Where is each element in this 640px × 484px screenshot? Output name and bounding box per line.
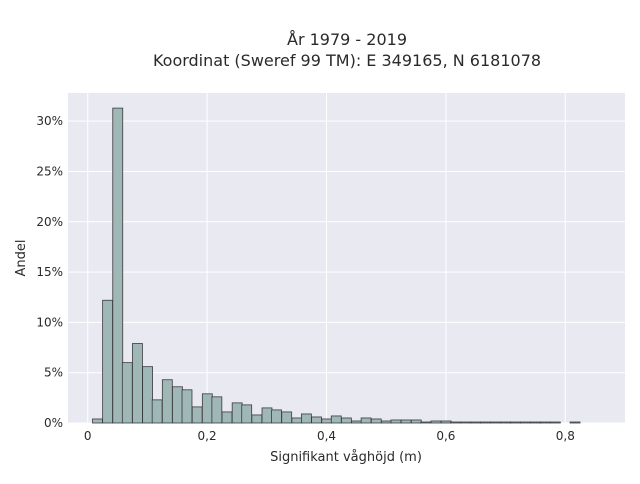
histogram-bar — [261, 407, 273, 424]
histogram-bar — [301, 413, 312, 424]
x-tick-label: 0,8 — [556, 429, 575, 443]
histogram-bar — [142, 366, 153, 424]
histogram-bar — [281, 411, 293, 424]
chart-title-line-1: År 1979 - 2019 — [287, 30, 407, 49]
y-tick-label: 0% — [44, 416, 63, 430]
histogram-bar — [460, 421, 472, 424]
histogram-bar — [520, 421, 531, 424]
x-axis-title: Signifikant våghöjd (m) — [270, 450, 422, 465]
histogram-bar — [112, 107, 124, 424]
histogram-bar — [231, 402, 243, 424]
plot-area — [68, 93, 625, 423]
y-tick-label: 5% — [44, 366, 63, 380]
histogram-bar — [420, 421, 432, 424]
histogram-bar — [480, 421, 491, 424]
histogram-bar — [191, 406, 203, 424]
histogram-bars — [92, 107, 581, 424]
histogram-bar — [370, 418, 382, 424]
y-axis-title: Andel — [14, 240, 29, 277]
y-tick-label: 10% — [36, 315, 63, 329]
histogram-bar — [172, 386, 183, 424]
histogram-bar — [211, 396, 223, 424]
histogram-bar — [181, 389, 193, 424]
grid-lines — [68, 93, 625, 424]
histogram-bar — [330, 415, 342, 424]
histogram-bar — [539, 421, 551, 424]
y-tick-label: 20% — [36, 215, 63, 229]
histogram-bar — [360, 417, 372, 424]
histogram-bar — [381, 420, 392, 424]
histogram-bar — [341, 417, 352, 424]
histogram-bar — [450, 421, 462, 424]
histogram-bar — [151, 399, 163, 424]
histogram-bar — [500, 421, 512, 424]
histogram-bar — [400, 419, 412, 424]
histogram-bar — [92, 418, 103, 424]
x-tick-label: 0 — [84, 429, 92, 443]
x-tick-label: 0,6 — [436, 429, 455, 443]
x-axis-ticks: 0 0,2 0,4 0,6 0,8 — [84, 429, 575, 443]
histogram-bar — [410, 419, 422, 424]
histogram-bar — [291, 417, 303, 424]
histogram-bar — [321, 418, 333, 424]
histogram-bar — [440, 420, 452, 424]
histogram-bar — [530, 421, 542, 424]
histogram-bar — [201, 393, 213, 424]
x-tick-label: 0,2 — [198, 429, 217, 443]
histogram-bar — [132, 343, 143, 424]
histogram-bar — [549, 421, 561, 424]
histogram-bar — [121, 362, 133, 424]
histogram-bar — [251, 414, 263, 424]
histogram-bar — [430, 420, 442, 424]
chart-title-line-2: Koordinat (Sweref 99 TM): E 349165, N 61… — [153, 51, 541, 70]
x-tick-label: 0,4 — [317, 429, 336, 443]
histogram-bar — [102, 299, 113, 424]
histogram-bar — [271, 409, 282, 424]
histogram-bar — [161, 379, 173, 424]
y-axis-ticks: 0% 5% 10% 15% 20% 25% 30% — [36, 114, 63, 430]
y-tick-label: 30% — [36, 114, 63, 128]
histogram-bar — [390, 419, 402, 424]
histogram-bar — [569, 421, 581, 424]
histogram-bar — [241, 404, 253, 424]
histogram-bar — [509, 421, 521, 424]
histogram-bar — [351, 420, 362, 424]
y-tick-label: 15% — [36, 265, 63, 279]
histogram-bar — [470, 421, 482, 424]
histogram-bar — [490, 421, 502, 424]
y-tick-label: 25% — [36, 164, 63, 178]
histogram-bar — [311, 416, 322, 424]
histogram-bar — [221, 411, 233, 424]
